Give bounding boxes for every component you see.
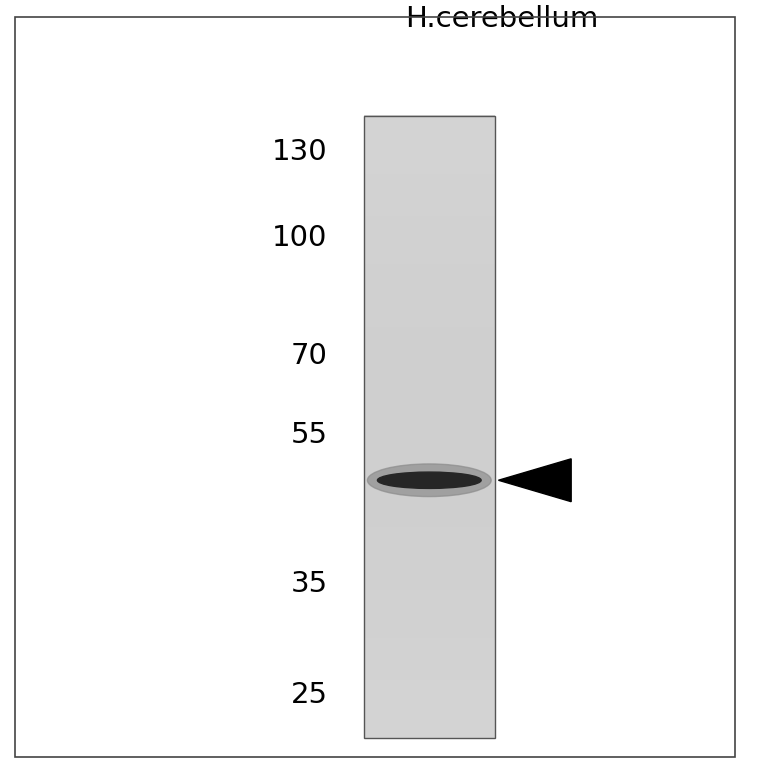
Text: 70: 70 <box>290 342 328 370</box>
Bar <box>364 115 495 737</box>
Text: 55: 55 <box>290 421 328 449</box>
Text: 100: 100 <box>272 224 328 252</box>
Text: 130: 130 <box>272 138 328 166</box>
Text: 35: 35 <box>290 571 328 598</box>
Ellipse shape <box>367 464 491 497</box>
Polygon shape <box>498 459 571 502</box>
Text: 25: 25 <box>290 681 328 710</box>
Text: H.cerebellum: H.cerebellum <box>406 5 599 33</box>
Ellipse shape <box>377 472 481 488</box>
